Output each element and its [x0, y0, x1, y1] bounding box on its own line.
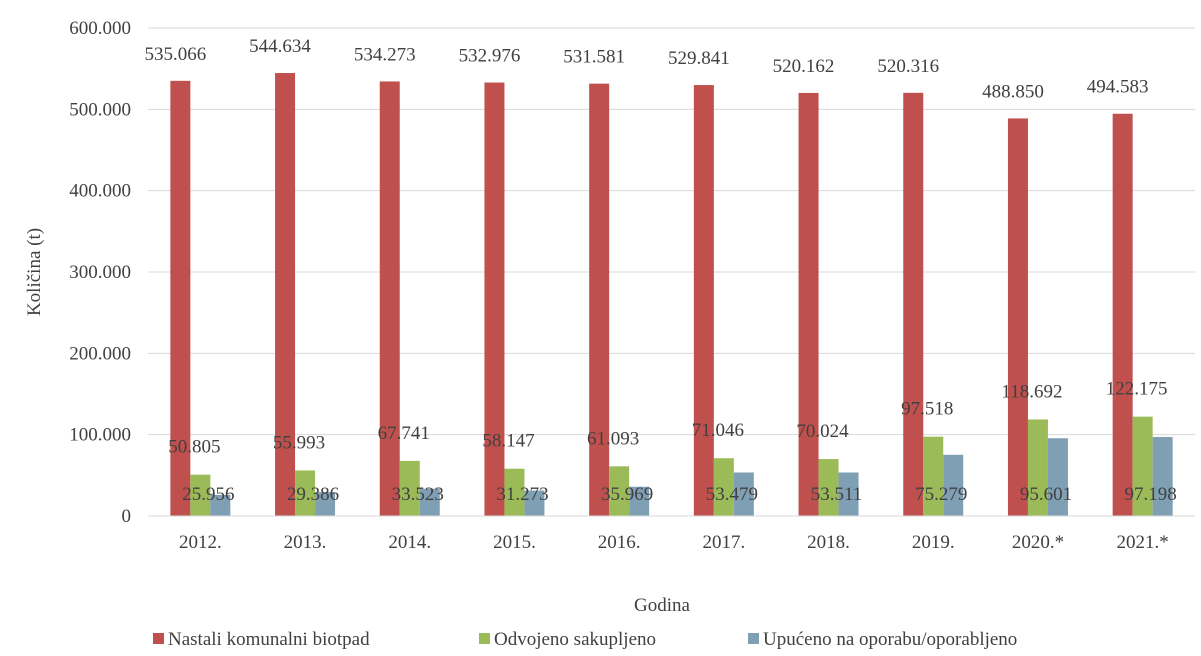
- x-tick-label: 2015.: [493, 532, 536, 553]
- data-label: 544.634: [249, 36, 311, 57]
- x-axis-tick-labels: 2012. 2013. 2014. 2015. 2016. 2017. 2018. 2019.…: [179, 532, 1169, 553]
- y-tick-label: 600.000: [69, 18, 131, 39]
- bar-upuceno: [733, 472, 754, 516]
- legend-label: Upućeno na oporabu/oporabljeno: [763, 629, 1017, 650]
- bar-upuceno: [210, 494, 231, 516]
- data-label: 122.175: [1106, 379, 1168, 400]
- legend-label: Odvojeno sakupljeno: [494, 629, 656, 650]
- data-label: 531.581: [563, 47, 625, 68]
- data-labels: 535.066 50.805 25.956 544.634 55.993 29.386 53…: [144, 36, 1176, 505]
- x-tick-label: 2018.: [807, 532, 850, 553]
- bar-upuceno: [629, 486, 650, 516]
- data-label: 95.601: [1020, 484, 1072, 505]
- bar-upuceno: [1152, 436, 1173, 516]
- bar-odvojeno: [818, 459, 839, 516]
- data-label: 58.147: [482, 431, 534, 452]
- y-tick-label: 300.000: [69, 262, 131, 283]
- data-label: 67.741: [378, 423, 430, 444]
- x-tick-label: 2021.*: [1117, 532, 1169, 553]
- data-label: 53.479: [706, 484, 758, 505]
- data-label: 97.518: [901, 399, 953, 420]
- bar-nastali: [379, 81, 400, 517]
- data-label: 520.316: [877, 56, 939, 77]
- bar-odvojeno: [504, 468, 525, 516]
- bar-odvojeno: [190, 474, 211, 516]
- y-tick-label: 400.000: [69, 181, 131, 202]
- data-label: 529.841: [668, 48, 730, 69]
- data-label: 71.046: [692, 420, 744, 441]
- legend-item: Nastali komunalni biotpad: [153, 629, 370, 650]
- y-axis-title: Količina (t): [24, 228, 45, 316]
- data-label: 494.583: [1087, 77, 1149, 98]
- x-tick-label: 2019.: [912, 532, 955, 553]
- bar-odvojeno: [295, 470, 316, 516]
- data-label: 29.386: [287, 484, 339, 505]
- y-tick-label: 200.000: [69, 343, 131, 364]
- y-tick-label: 100.000: [69, 425, 131, 446]
- data-label: 33.523: [392, 484, 444, 505]
- bar-odvojeno: [399, 460, 420, 516]
- data-label: 97.198: [1125, 484, 1177, 505]
- data-label: 534.273: [354, 44, 416, 65]
- legend-swatch: [153, 633, 164, 644]
- bar-nastali: [170, 80, 191, 516]
- legend-swatch: [479, 633, 490, 644]
- data-label: 118.692: [1001, 381, 1062, 402]
- bar-nastali: [903, 92, 924, 516]
- data-label: 75.279: [915, 484, 967, 505]
- y-axis-tick-labels: 0 100.000 200.000 300.000 400.000 500.000 600.…: [69, 18, 131, 527]
- x-tick-label: 2017.: [702, 532, 745, 553]
- y-tick-label: 0: [122, 506, 132, 527]
- bar-upuceno: [838, 472, 859, 516]
- x-tick-label: 2016.: [598, 532, 641, 553]
- bar-upuceno: [419, 488, 440, 516]
- data-label: 35.969: [601, 484, 653, 505]
- bar-odvojeno: [609, 466, 630, 516]
- x-tick-label: 2012.: [179, 532, 222, 553]
- bar-nastali: [1007, 118, 1028, 516]
- data-label: 520.162: [773, 56, 835, 77]
- bar-nastali: [798, 92, 819, 516]
- data-label: 50.805: [168, 437, 220, 458]
- data-label: 31.273: [496, 484, 548, 505]
- bar-nastali: [693, 85, 714, 516]
- bar-upuceno: [943, 454, 964, 516]
- x-tick-label: 2013.: [284, 532, 327, 553]
- data-label: 53.511: [811, 484, 863, 505]
- bar-upuceno: [315, 492, 336, 516]
- bar-nastali: [484, 82, 505, 517]
- data-label: 25.956: [182, 484, 234, 505]
- data-label: 55.993: [273, 432, 325, 453]
- bar-nastali: [589, 83, 610, 516]
- data-label: 61.093: [587, 428, 639, 449]
- legend: Nastali komunalni biotpad Odvojeno sakupl…: [153, 629, 1017, 650]
- bar-odvojeno: [1027, 419, 1048, 516]
- bar-upuceno: [1047, 438, 1068, 516]
- data-label: 488.850: [982, 81, 1044, 102]
- bar-odvojeno: [713, 458, 734, 516]
- bar-odvojeno: [1132, 416, 1153, 516]
- x-tick-label: 2020.*: [1012, 532, 1064, 553]
- bar-upuceno: [524, 490, 545, 516]
- x-axis-title: Godina: [634, 595, 691, 616]
- bars: [170, 73, 1173, 517]
- x-tick-label: 2014.: [388, 532, 431, 553]
- data-label: 535.066: [144, 44, 206, 65]
- bar-nastali: [1112, 113, 1133, 516]
- legend-item: Upućeno na oporabu/oporabljeno: [748, 629, 1017, 650]
- data-label: 70.024: [796, 421, 849, 442]
- legend-item: Odvojeno sakupljeno: [479, 629, 656, 650]
- legend-label: Nastali komunalni biotpad: [168, 629, 370, 650]
- bar-nastali: [275, 73, 296, 517]
- data-label: 532.976: [459, 46, 521, 67]
- legend-swatch: [748, 633, 759, 644]
- y-tick-label: 500.000: [69, 99, 131, 120]
- bar-odvojeno: [923, 436, 944, 516]
